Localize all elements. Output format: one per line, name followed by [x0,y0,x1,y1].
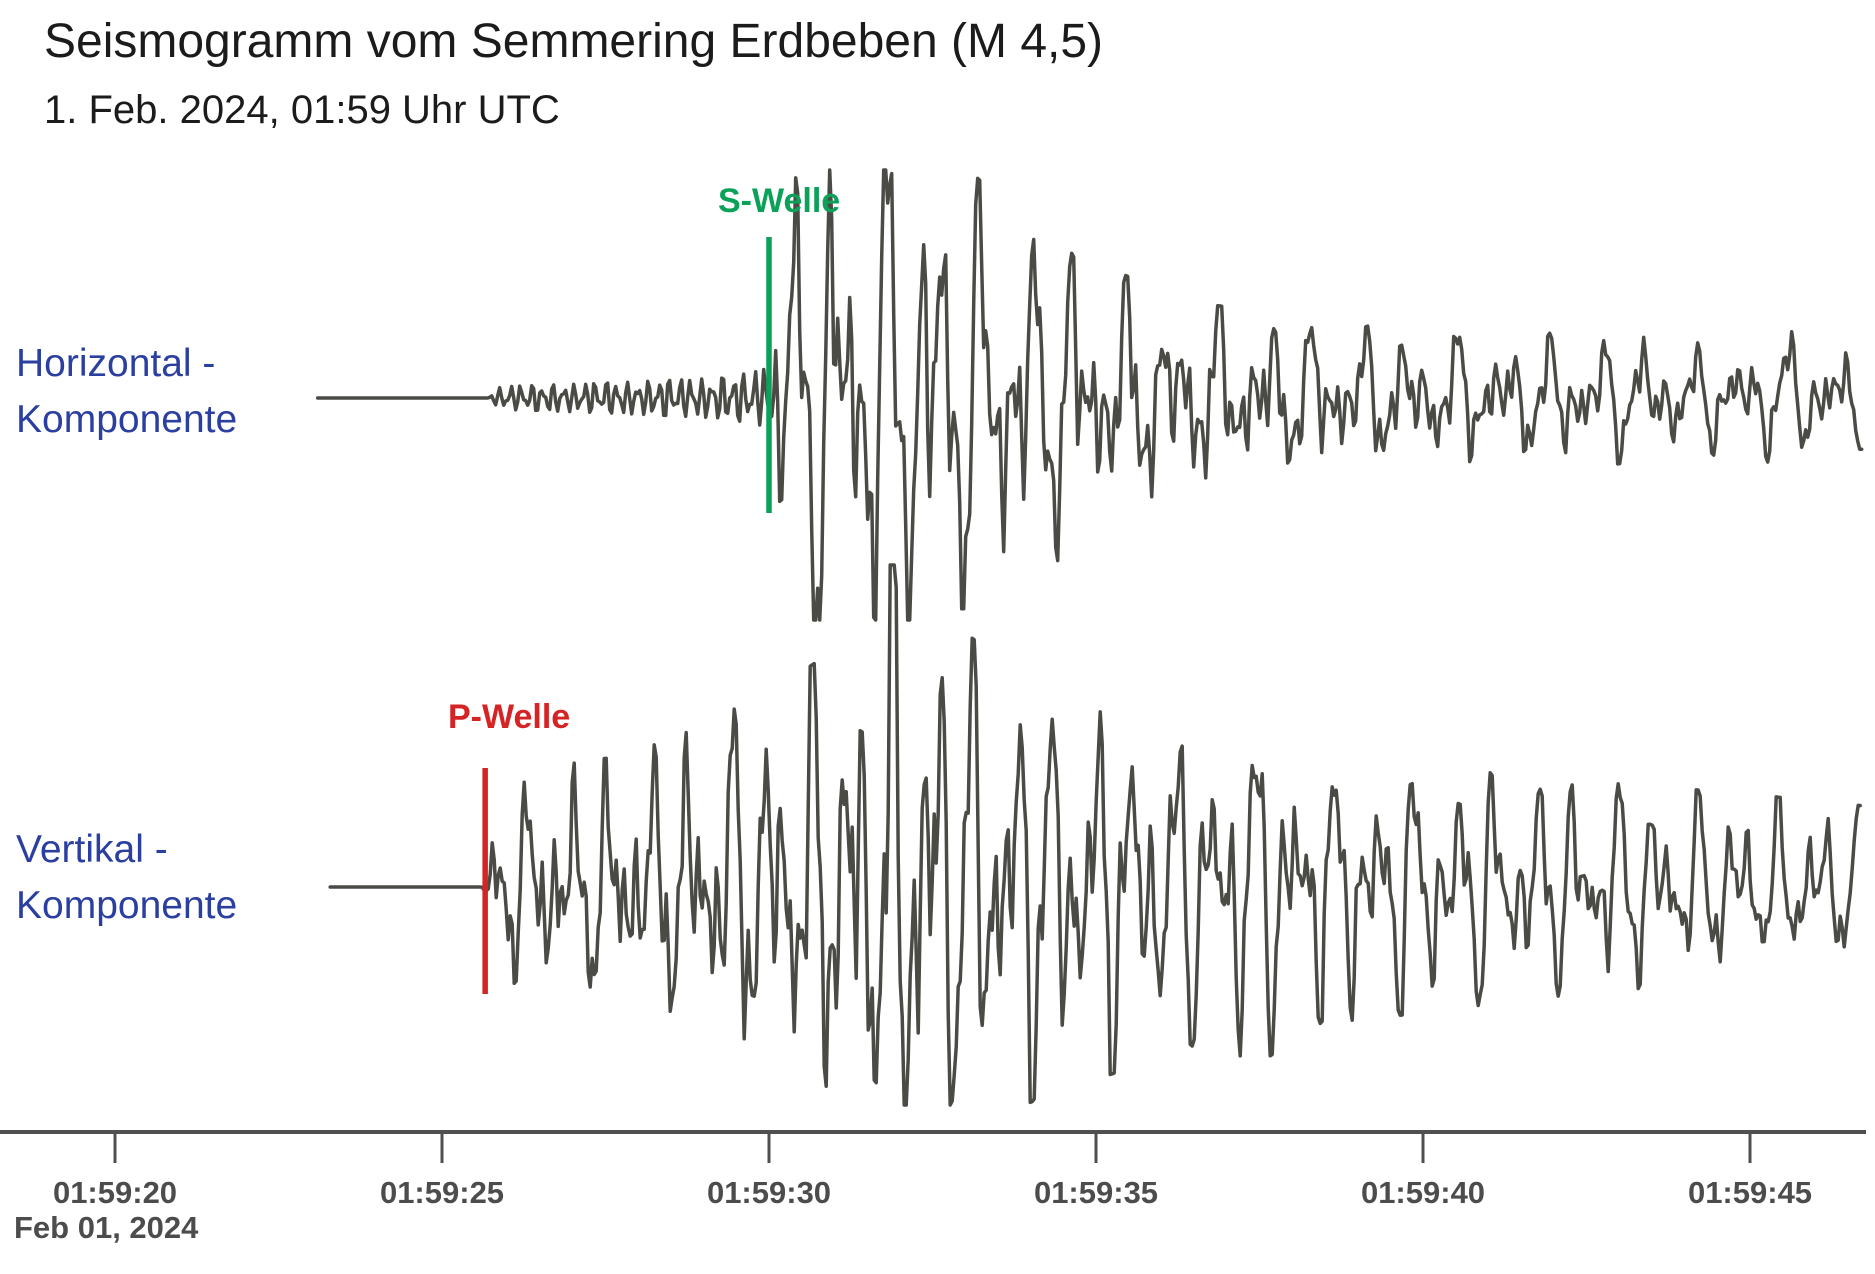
vertical-component-label: Vertikal - Komponente [16,822,237,934]
chart-title: Seismogramm vom Semmering Erdbeben (M 4,… [44,15,1104,68]
x-tick-label: 01:59:25 [379,1175,505,1210]
trace-Horizontal-Komponente [315,168,1864,622]
vertical-component-line1: Vertikal - [16,828,168,871]
x-axis-date-label: Feb 01, 2024 [14,1210,199,1245]
chart-subtitle: 1. Feb. 2024, 01:59 Uhr UTC [44,88,560,132]
x-tick-label: 01:59:20 [52,1175,178,1210]
x-tick-label: 01:59:30 [706,1175,832,1210]
x-tick-label: 01:59:45 [1687,1175,1813,1210]
vertical-component-line2: Komponente [16,884,238,927]
x-tick-label: 01:59:40 [1360,1175,1486,1210]
horizontal-component-line2: Komponente [16,398,238,441]
horizontal-component-label: Horizontal - Komponente [16,336,237,448]
x-tick-label: 01:59:35 [1033,1175,1159,1210]
trace-Vertikal-Komponente [328,563,1862,1107]
s-wave-label: S-Welle [718,182,841,220]
horizontal-component-line1: Horizontal - [16,342,216,385]
p-wave-label: P-Welle [448,698,571,736]
